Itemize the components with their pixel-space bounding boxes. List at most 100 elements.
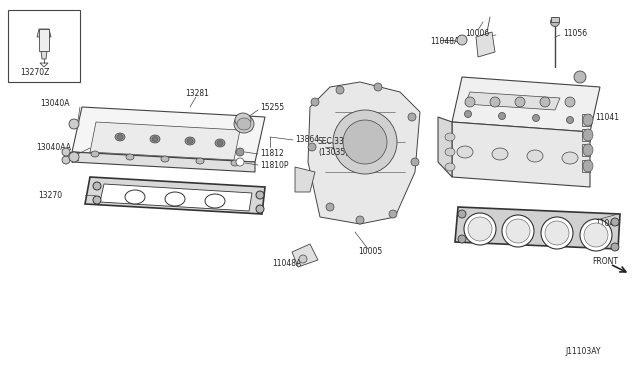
Ellipse shape [62, 156, 70, 164]
Ellipse shape [336, 86, 344, 94]
Polygon shape [292, 244, 318, 267]
Ellipse shape [562, 152, 578, 164]
Ellipse shape [457, 146, 473, 158]
Ellipse shape [374, 83, 382, 91]
Ellipse shape [187, 138, 193, 144]
Bar [8, 10, 80, 82]
Ellipse shape [583, 114, 593, 126]
Ellipse shape [69, 119, 79, 129]
Ellipse shape [215, 139, 225, 147]
Text: 11812: 11812 [260, 150, 284, 158]
Ellipse shape [236, 158, 244, 166]
Polygon shape [476, 32, 495, 57]
Ellipse shape [583, 144, 593, 156]
Ellipse shape [532, 115, 540, 122]
Ellipse shape [165, 192, 185, 206]
Polygon shape [551, 17, 559, 22]
Ellipse shape [515, 97, 525, 107]
Text: 11041: 11041 [595, 112, 619, 122]
Ellipse shape [490, 97, 500, 107]
Polygon shape [438, 117, 452, 177]
Ellipse shape [62, 148, 70, 156]
Ellipse shape [464, 213, 496, 245]
Ellipse shape [161, 156, 169, 162]
Text: 13864: 13864 [295, 135, 319, 144]
Ellipse shape [356, 216, 364, 224]
Text: 13270: 13270 [38, 190, 62, 199]
Ellipse shape [256, 191, 264, 199]
Ellipse shape [326, 203, 334, 211]
Ellipse shape [256, 205, 264, 213]
Bar [39, 29, 49, 51]
Ellipse shape [343, 120, 387, 164]
Polygon shape [90, 122, 240, 160]
Ellipse shape [545, 221, 569, 245]
Text: FRONT: FRONT [592, 257, 618, 266]
Ellipse shape [93, 196, 101, 204]
Polygon shape [452, 77, 600, 132]
Polygon shape [85, 177, 265, 214]
Polygon shape [41, 51, 47, 59]
Text: (13035): (13035) [318, 148, 348, 157]
Ellipse shape [584, 223, 608, 247]
Text: 11056: 11056 [563, 29, 587, 38]
Text: J11103AY: J11103AY [565, 347, 600, 356]
Ellipse shape [185, 137, 195, 145]
Ellipse shape [234, 115, 254, 133]
Ellipse shape [506, 219, 530, 243]
Ellipse shape [541, 217, 573, 249]
Ellipse shape [465, 97, 475, 107]
Ellipse shape [540, 97, 550, 107]
Ellipse shape [583, 129, 593, 141]
Ellipse shape [236, 148, 244, 156]
Ellipse shape [445, 148, 455, 156]
Ellipse shape [231, 160, 239, 166]
Ellipse shape [611, 218, 619, 226]
Ellipse shape [69, 152, 79, 162]
Ellipse shape [499, 112, 506, 119]
Ellipse shape [458, 235, 466, 243]
Ellipse shape [205, 194, 225, 208]
Text: 13040A: 13040A [40, 99, 70, 109]
Ellipse shape [527, 150, 543, 162]
Ellipse shape [550, 17, 559, 26]
Ellipse shape [93, 182, 101, 190]
Polygon shape [452, 122, 590, 187]
Ellipse shape [566, 116, 573, 124]
Ellipse shape [150, 135, 160, 143]
Ellipse shape [611, 243, 619, 251]
Ellipse shape [465, 110, 472, 118]
Polygon shape [308, 82, 420, 224]
Ellipse shape [411, 158, 419, 166]
Ellipse shape [458, 210, 466, 218]
Ellipse shape [389, 210, 397, 218]
Text: 11810P: 11810P [260, 160, 289, 170]
Ellipse shape [445, 163, 455, 171]
Ellipse shape [299, 255, 307, 263]
Polygon shape [72, 152, 255, 172]
Ellipse shape [125, 190, 145, 204]
Ellipse shape [115, 133, 125, 141]
Ellipse shape [117, 135, 123, 140]
Ellipse shape [311, 98, 319, 106]
Polygon shape [465, 92, 560, 110]
Polygon shape [582, 129, 590, 141]
Text: SEC.335: SEC.335 [318, 138, 349, 147]
Polygon shape [455, 207, 620, 249]
Ellipse shape [235, 113, 251, 127]
Ellipse shape [502, 215, 534, 247]
Ellipse shape [580, 219, 612, 251]
Ellipse shape [237, 118, 251, 130]
Polygon shape [100, 184, 252, 211]
Text: 13281: 13281 [185, 90, 209, 99]
Text: 13270Z: 13270Z [20, 68, 49, 77]
Ellipse shape [457, 35, 467, 45]
Ellipse shape [126, 154, 134, 160]
Ellipse shape [217, 141, 223, 145]
Polygon shape [582, 114, 590, 126]
Ellipse shape [333, 110, 397, 174]
Ellipse shape [152, 137, 158, 141]
Ellipse shape [445, 133, 455, 141]
Ellipse shape [583, 160, 593, 172]
Text: 10006: 10006 [465, 29, 489, 38]
